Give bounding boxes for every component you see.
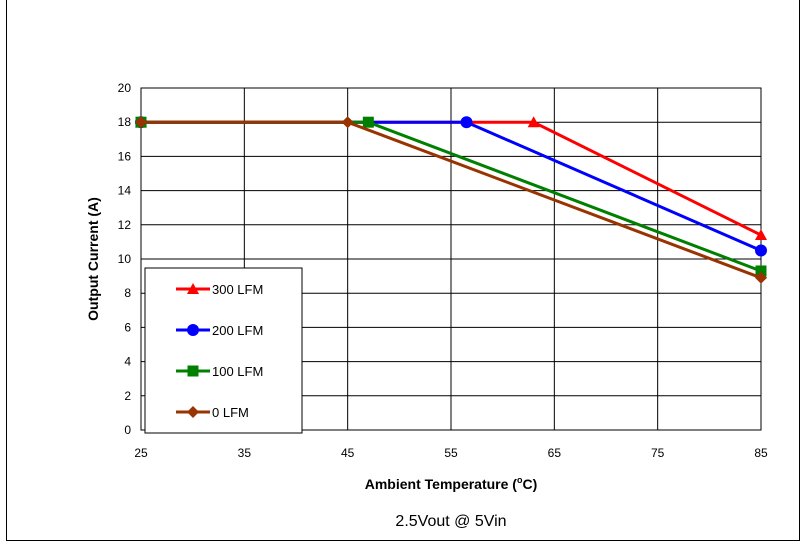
y-tick-label: 6: [124, 320, 131, 334]
gridlines: [140, 87, 762, 431]
x-tick-label: 75: [651, 446, 665, 460]
y-tick-label: 4: [124, 355, 131, 369]
legend-marker: [187, 324, 199, 336]
data-point: [755, 271, 767, 284]
legend-box: [144, 267, 303, 434]
data-point: [460, 116, 473, 129]
legend-item: 300 LFM: [176, 282, 263, 297]
legend-label: 0 LFM: [212, 405, 249, 420]
y-tick-label: 8: [124, 286, 131, 300]
legend-marker: [187, 365, 199, 377]
data-point: [341, 116, 354, 129]
series-0-lfm: [135, 116, 767, 284]
x-tick-label: 35: [238, 446, 252, 460]
x-axis-title: Ambient Temperature (oC): [365, 475, 538, 492]
x-tick-label: 65: [548, 446, 562, 460]
legend-item: 100 LFM: [176, 364, 263, 379]
legend-item: 200 LFM: [176, 323, 263, 338]
y-tick-label: 0: [124, 423, 131, 437]
data-point: [755, 265, 767, 277]
chart-frame: [6, 0, 800, 541]
y-tick-label: 2: [124, 389, 131, 403]
x-tick-label: 25: [134, 446, 148, 460]
legend-label: 100 LFM: [212, 364, 263, 379]
legend-item: 0 LFM: [176, 405, 249, 420]
chart-caption: 2.5Vout @ 5Vin: [395, 513, 506, 530]
legend: 300 LFM 200 LFM 100 LFM 0 LFM: [144, 267, 303, 434]
series-layer: [135, 116, 767, 284]
x-tick-label: 85: [754, 446, 768, 460]
data-point: [135, 116, 147, 129]
y-tick-label: 18: [118, 115, 132, 129]
data-point: [362, 116, 374, 128]
legend-label: 200 LFM: [212, 323, 263, 338]
y-tick-label: 20: [118, 81, 132, 95]
y-tick-label: 10: [118, 252, 132, 266]
x-tick-label: 55: [444, 446, 458, 460]
x-tick-label: 45: [341, 446, 355, 460]
data-point: [755, 244, 767, 257]
legend-label: 300 LFM: [212, 282, 263, 297]
y-tick-label: 16: [118, 149, 132, 163]
y-tick-label: 14: [118, 184, 132, 198]
data-point: [755, 229, 767, 241]
y-tick-label: 12: [118, 218, 132, 232]
y-axis-title: Output Current (A): [85, 197, 101, 321]
data-point: [527, 116, 540, 128]
legend-marker: [187, 406, 199, 418]
tick-labels: 0 2 4 6 8 10 12 14 16 18 20 25 35 45 55 65 75 85: [118, 81, 768, 460]
legend-marker: [187, 283, 199, 294]
